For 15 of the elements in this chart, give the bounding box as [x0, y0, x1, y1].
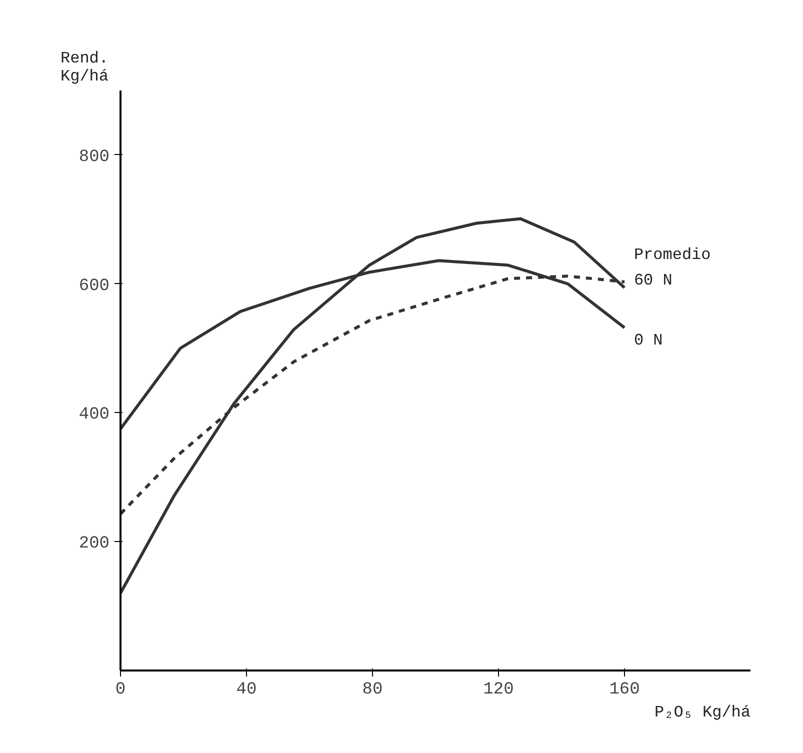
line-series	[120, 217, 626, 595]
x-tick-label: 80	[362, 680, 383, 700]
x-tick-label: 0	[115, 680, 126, 700]
series-label: 60 N	[634, 272, 672, 290]
y-tick-label: 800	[78, 148, 110, 167]
x-tick-label: 160	[609, 680, 640, 700]
series-label: Promedio	[634, 246, 711, 264]
x-tick-label: 40	[236, 680, 257, 700]
x-tick-label: 120	[483, 680, 514, 700]
x-axis-title: P₂O₅ Kg/há	[654, 704, 751, 722]
y-axis-title: Rend. Kg/há	[60, 50, 109, 86]
series-label: 0 N	[634, 332, 663, 350]
y-tick-label: 200	[78, 534, 110, 554]
y-tick-label: 400	[78, 406, 110, 425]
y-tick-label: 600	[78, 276, 110, 296]
